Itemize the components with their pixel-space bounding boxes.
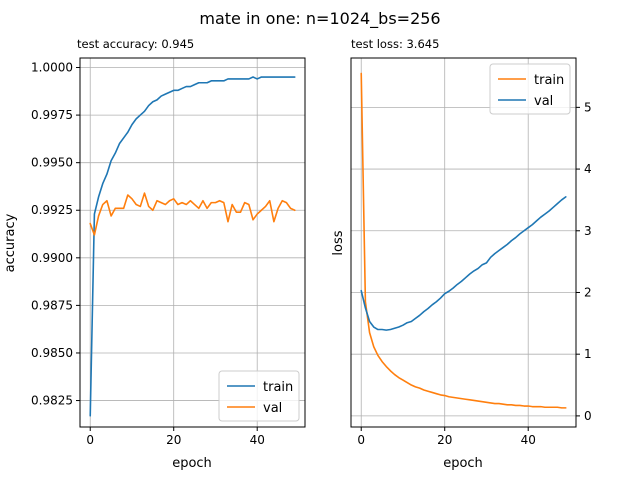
accuracy-y-tick-label: 0.9900 bbox=[31, 251, 73, 265]
accuracy-x-tick-label: 20 bbox=[166, 433, 181, 447]
loss-legend-label-train: train bbox=[534, 73, 564, 88]
accuracy-y-tick-label: 0.9850 bbox=[31, 346, 73, 360]
loss-y-tick-label: 0 bbox=[584, 409, 592, 423]
loss-y-tick-label: 2 bbox=[584, 285, 592, 299]
accuracy-series-val-line bbox=[89, 192, 296, 236]
loss-series-train-line bbox=[360, 72, 567, 409]
accuracy-panel: test accuracy: 0.945 epoch accuracy 0 20 4… bbox=[3, 37, 306, 471]
accuracy-x-tick-label: 0 bbox=[86, 433, 94, 447]
loss-plot-frame bbox=[350, 57, 577, 428]
loss-x-tick-label: 0 bbox=[357, 433, 365, 447]
accuracy-x-axis-label: epoch bbox=[172, 456, 212, 471]
loss-y-tick-label: 1 bbox=[584, 347, 592, 361]
loss-y-axis-label: loss bbox=[331, 230, 346, 255]
loss-legend-box bbox=[489, 63, 571, 115]
accuracy-legend-box bbox=[218, 370, 300, 422]
loss-legend-label-val: val bbox=[534, 94, 553, 109]
accuracy-y-tick-label: 0.9925 bbox=[31, 203, 73, 217]
loss-series-val-line bbox=[360, 196, 567, 331]
accuracy-y-tick-label: 1.0000 bbox=[31, 61, 73, 75]
loss-x-axis-label: epoch bbox=[443, 456, 483, 471]
accuracy-y-axis-label: accuracy bbox=[3, 213, 18, 272]
figure-title: mate in one: n=1024_bs=256 bbox=[199, 9, 440, 29]
accuracy-plot-frame bbox=[79, 57, 306, 428]
loss-y-tick-label: 4 bbox=[584, 162, 592, 176]
accuracy-y-tick-label: 0.9950 bbox=[31, 156, 73, 170]
loss-panel: test loss: 3.645 epoch loss 0 20 40012345t… bbox=[331, 37, 592, 471]
loss-y-tick-label: 5 bbox=[584, 100, 592, 114]
loss-legend: train val bbox=[489, 63, 571, 115]
accuracy-y-tick-label: 0.9975 bbox=[31, 108, 73, 122]
accuracy-panel-title: test accuracy: 0.945 bbox=[77, 37, 194, 51]
accuracy-legend-label-train: train bbox=[263, 380, 293, 395]
loss-x-tick-label: 20 bbox=[437, 433, 452, 447]
accuracy-legend: train val bbox=[218, 370, 300, 422]
accuracy-y-tick-label: 0.9825 bbox=[31, 394, 73, 408]
accuracy-x-tick-label: 40 bbox=[250, 433, 265, 447]
loss-x-tick-label: 40 bbox=[521, 433, 536, 447]
loss-panel-title: test loss: 3.645 bbox=[351, 37, 439, 51]
accuracy-legend-label-val: val bbox=[263, 401, 282, 416]
accuracy-series-train-line bbox=[89, 76, 296, 417]
loss-y-tick-label: 3 bbox=[584, 224, 592, 238]
accuracy-y-tick-label: 0.9875 bbox=[31, 298, 73, 312]
